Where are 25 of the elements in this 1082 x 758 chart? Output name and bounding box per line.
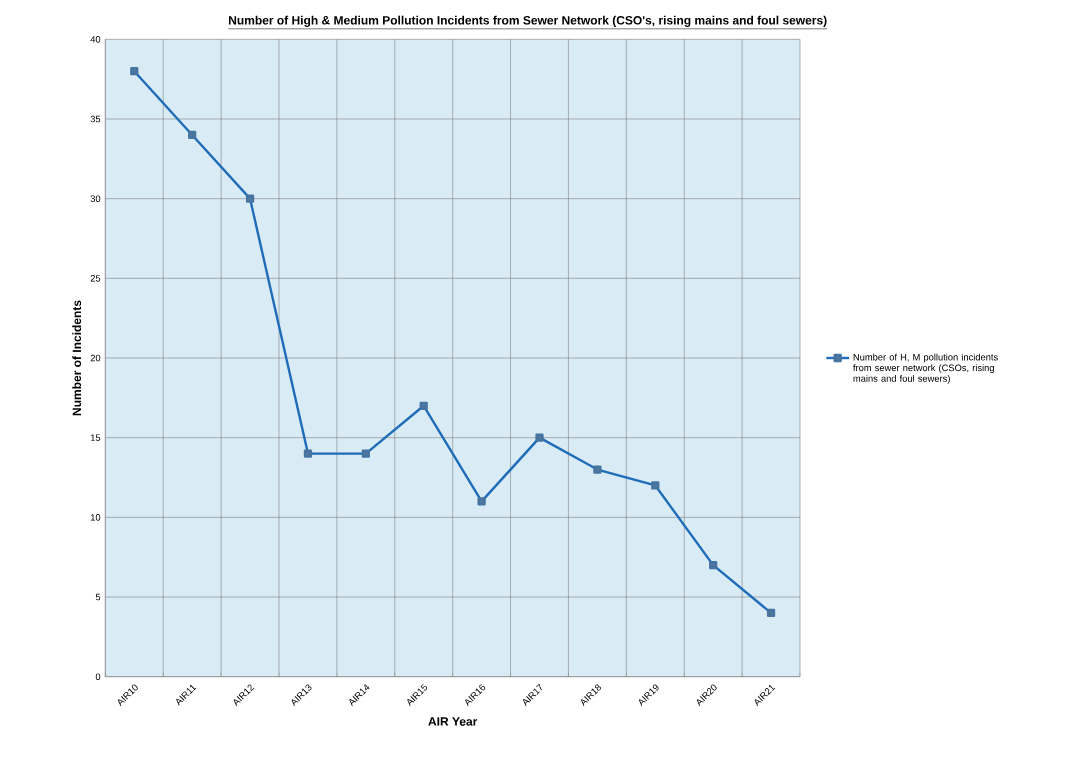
point (477, 497, 486, 506)
point (245, 194, 255, 203)
y-tick-label: 10 (90, 514, 101, 521)
legend-label: Number of H, M pollution incidents from sewer network (CSOs, rising mains and foul sewers) (853, 353, 998, 384)
point (593, 465, 602, 474)
point (303, 449, 313, 458)
point (766, 608, 776, 618)
point (419, 401, 428, 410)
point (130, 67, 139, 76)
y-axis-title: Number of Incidents (72, 300, 82, 416)
point (535, 433, 544, 442)
point (361, 449, 370, 458)
y-tick-label: 30 (90, 195, 101, 202)
y-tick-label: 20 (90, 354, 101, 362)
y-tick-label: 35 (90, 115, 101, 123)
chart-title: Number of High & Medium Pollution Incidents from Sewer Network (CSO's, rising mains and foul sewers) (229, 15, 827, 27)
y-tick-label: 0 (95, 673, 101, 680)
y-tick-label: 40 (90, 36, 101, 43)
y-tick-label: 25 (90, 275, 101, 282)
point (188, 130, 197, 140)
x-axis-title: AIR Year (428, 717, 478, 726)
point (651, 481, 660, 490)
y-tick-label: 5 (95, 593, 101, 601)
point (709, 561, 718, 570)
y-tick-label: 15 (90, 434, 101, 441)
